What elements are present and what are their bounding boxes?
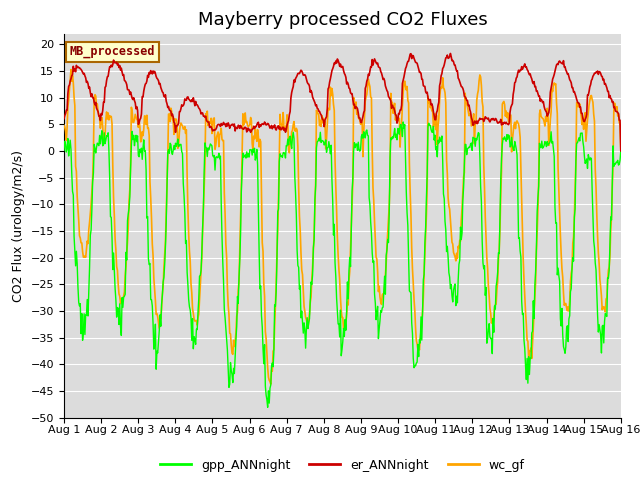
Title: Mayberry processed CO2 Fluxes: Mayberry processed CO2 Fluxes (198, 11, 487, 29)
Y-axis label: CO2 Flux (urology/m2/s): CO2 Flux (urology/m2/s) (12, 150, 25, 301)
Legend: gpp_ANNnight, er_ANNnight, wc_gf: gpp_ANNnight, er_ANNnight, wc_gf (155, 454, 530, 477)
Text: MB_processed: MB_processed (70, 45, 155, 59)
